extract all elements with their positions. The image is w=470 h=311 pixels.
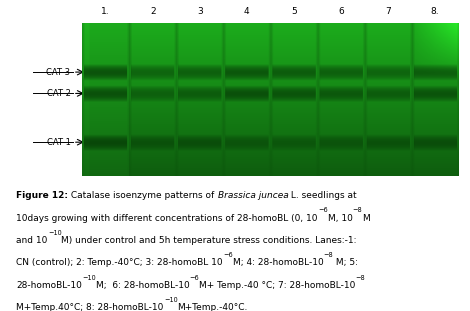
Text: −10: −10 (164, 297, 178, 303)
Text: 8.: 8. (431, 7, 439, 16)
Text: CAT 2: CAT 2 (47, 89, 70, 98)
Text: M+Temp.-40°C.: M+Temp.-40°C. (178, 303, 248, 311)
Text: 4: 4 (244, 7, 250, 16)
Text: −10: −10 (82, 275, 96, 281)
Text: 3: 3 (197, 7, 203, 16)
Text: CAT 1: CAT 1 (47, 138, 70, 147)
Text: Brassica juncea: Brassica juncea (218, 191, 288, 200)
Text: M: M (362, 214, 370, 223)
Text: −6: −6 (190, 275, 199, 281)
Text: CAT 3: CAT 3 (47, 67, 70, 77)
Text: M; 5:: M; 5: (333, 258, 358, 267)
Text: M;  6: 28-homoBL-10: M; 6: 28-homoBL-10 (96, 281, 190, 290)
Text: 5: 5 (291, 7, 297, 16)
Text: 6: 6 (338, 7, 344, 16)
Text: Catalase isoenzyme patterns of: Catalase isoenzyme patterns of (69, 191, 218, 200)
Text: Figure 12:: Figure 12: (16, 191, 69, 200)
Text: −10: −10 (48, 230, 62, 236)
Text: −6: −6 (318, 207, 328, 213)
Text: M, 10: M, 10 (328, 214, 352, 223)
Text: −8: −8 (352, 207, 362, 213)
Text: 10days growing with different concentrations of 28-homoBL (0, 10: 10days growing with different concentrat… (16, 214, 318, 223)
Text: M; 4: 28-homoBL-10: M; 4: 28-homoBL-10 (233, 258, 323, 267)
Text: 7: 7 (385, 7, 391, 16)
Text: 28-homoBL-10: 28-homoBL-10 (16, 281, 82, 290)
Text: 2: 2 (150, 7, 156, 16)
Text: −8: −8 (323, 252, 333, 258)
Text: M+ Temp.-40 °C; 7: 28-homoBL-10: M+ Temp.-40 °C; 7: 28-homoBL-10 (199, 281, 356, 290)
Text: L. seedlings at: L. seedlings at (288, 191, 357, 200)
Text: M) under control and 5h temperature stress conditions. Lanes:-1:: M) under control and 5h temperature stre… (62, 236, 357, 245)
Text: −6: −6 (223, 252, 233, 258)
Text: CN (control); 2: Temp.-40°C; 3: 28-homoBL 10: CN (control); 2: Temp.-40°C; 3: 28-homoB… (16, 258, 223, 267)
Text: and 10: and 10 (16, 236, 48, 245)
Text: −8: −8 (356, 275, 365, 281)
Text: M+Temp.40°C; 8: 28-homoBL-10: M+Temp.40°C; 8: 28-homoBL-10 (16, 303, 164, 311)
Text: 1.: 1. (102, 7, 110, 16)
